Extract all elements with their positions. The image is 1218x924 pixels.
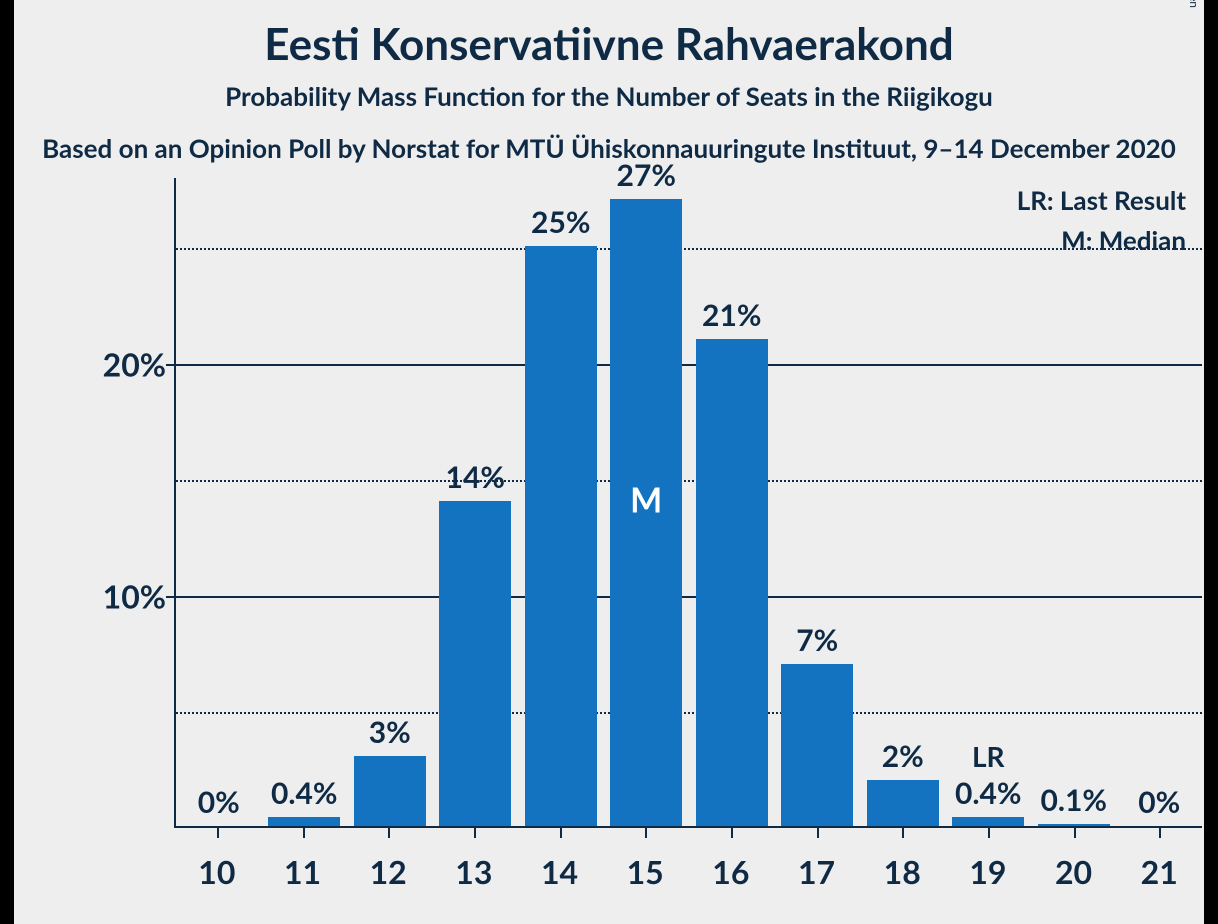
- legend-lr: LR: Last Result: [1017, 184, 1186, 216]
- xtick-label: 18: [859, 838, 945, 891]
- bar-value-label: 0%: [1138, 784, 1180, 820]
- ytick-label: 10%: [103, 576, 166, 615]
- xtick-label: 10: [174, 838, 260, 891]
- ytick-mark: [166, 596, 176, 598]
- xtick-label: 16: [688, 838, 774, 891]
- plot-area: 0%0.4%3%14%25%M27%21%7%2%0.4%LR0.1%0% LR…: [174, 178, 1202, 828]
- bar-column: 0%: [1117, 178, 1203, 826]
- bar: [525, 246, 597, 826]
- bar-value-label: 14%: [446, 459, 505, 495]
- bar: [952, 817, 1024, 826]
- bar-column: M27%: [604, 178, 690, 826]
- xtick-label: 19: [945, 838, 1031, 891]
- bar-value-label: 0.1%: [1040, 782, 1107, 818]
- bar: [1038, 824, 1110, 826]
- legend: LR: Last Result M: Median: [1017, 184, 1186, 256]
- bar: [268, 817, 340, 826]
- median-marker: M: [630, 480, 662, 521]
- bar: [354, 756, 426, 826]
- xtick-label: 12: [345, 838, 431, 891]
- bar-column: 2%: [860, 178, 946, 826]
- bar: [439, 501, 511, 826]
- last-result-marker: LR: [972, 739, 1005, 773]
- xtick-label: 14: [517, 838, 603, 891]
- xtick-label: 13: [431, 838, 517, 891]
- bar-column: 25%: [518, 178, 604, 826]
- bar-value-label: 0.4%: [271, 775, 338, 811]
- bar-column: 0.4%LR: [946, 178, 1032, 826]
- xtick-label: 21: [1116, 838, 1202, 891]
- chart-subtitle: Probability Mass Function for the Number…: [14, 70, 1204, 112]
- bar: [867, 780, 939, 826]
- bar: M: [610, 199, 682, 826]
- ytick-mark: [166, 364, 176, 366]
- ytick-label: 20%: [103, 344, 166, 383]
- chart-source: Based on an Opinion Poll by Norstat for …: [14, 112, 1204, 164]
- xtick-label: 15: [602, 838, 688, 891]
- chart-area: 0%0.4%3%14%25%M27%21%7%2%0.4%LR0.1%0% LR…: [14, 178, 1204, 924]
- bar-value-label: 27%: [617, 157, 676, 193]
- bar-value-label: 0.4%: [955, 775, 1022, 811]
- bar-value-label: 7%: [796, 622, 838, 658]
- bar: [781, 664, 853, 827]
- bar-column: 0.1%: [1031, 178, 1117, 826]
- copyright-text: © 2020 Filip van Laenen: [1187, 0, 1202, 8]
- xtick-label: 17: [774, 838, 860, 891]
- legend-m: M: Median: [1017, 224, 1186, 256]
- bar-column: 7%: [775, 178, 861, 826]
- bar-value-label: 2%: [882, 738, 924, 774]
- bar-value-label: 25%: [531, 204, 590, 240]
- bar-column: 21%: [689, 178, 775, 826]
- bar-value-label: 0%: [198, 784, 240, 820]
- bar-column: 0.4%: [262, 178, 348, 826]
- bar-value-label: 21%: [702, 297, 761, 333]
- xtick-label: 11: [260, 838, 346, 891]
- bar-value-label: 3%: [369, 714, 411, 750]
- xtick-label: 20: [1031, 838, 1117, 891]
- bar-column: 14%: [433, 178, 519, 826]
- bar: [696, 339, 768, 827]
- bar-column: 0%: [176, 178, 262, 826]
- bar-column: 3%: [347, 178, 433, 826]
- chart-title: Eesti Konservatiivne Rahvaerakond: [14, 0, 1204, 70]
